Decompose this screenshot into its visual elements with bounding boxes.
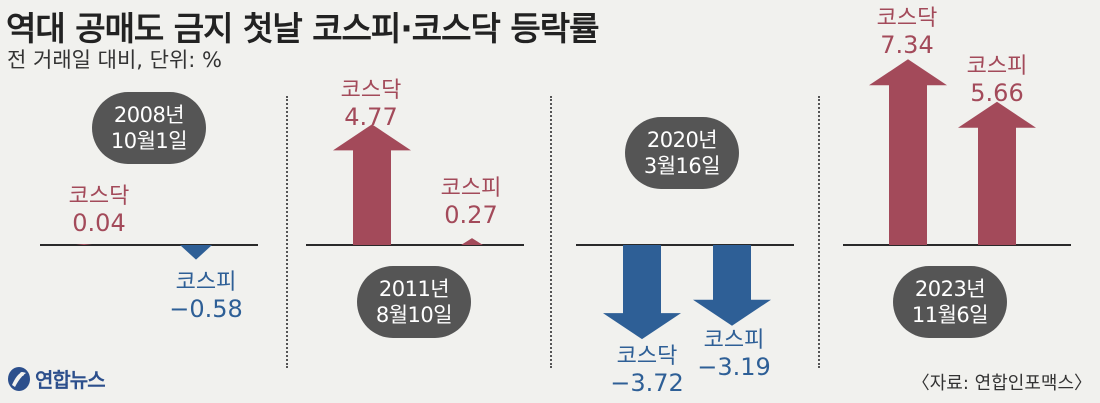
series-name: 코스닥 (340, 78, 402, 103)
label-2011-kospi: 코스피 0.27 (426, 176, 516, 228)
baseline (306, 244, 524, 246)
date-line1: 2020년 (646, 128, 718, 152)
label-2023-kospi: 코스피 5.66 (952, 54, 1042, 106)
kosdaq-arrow-up (869, 59, 947, 245)
date-pill-2023: 2023년 11월6일 (893, 266, 1007, 338)
date-pill-2011: 2011년 8월10일 (357, 266, 471, 338)
series-name: 코스피 (966, 54, 1028, 79)
chart-subtitle: 전 거래일 대비, 단위: % (7, 48, 222, 72)
date-line2: 11월6일 (911, 303, 989, 327)
series-name: 코스피 (175, 270, 237, 295)
date-pill-2020: 2020년 3월16일 (625, 117, 739, 189)
kosdaq-arrow-down (603, 245, 681, 340)
kospi-arrow-down (693, 245, 771, 326)
series-name: 코스닥 (876, 6, 938, 31)
yonhap-globe-icon (8, 366, 30, 391)
date-line2: 3월16일 (643, 154, 721, 178)
data-label: 5.66 (970, 79, 1024, 107)
panel-divider (550, 96, 552, 368)
data-label: 7.34 (880, 31, 934, 59)
kospi-arrow-up (958, 101, 1036, 245)
kospi-arrow-down (180, 245, 212, 260)
series-name: 코스닥 (68, 184, 130, 209)
series-name: 코스피 (703, 328, 765, 353)
kospi-arrow-up (461, 238, 483, 245)
series-name: 코스닥 (616, 344, 678, 369)
panel-divider (286, 96, 288, 368)
label-2008-kospi: 코스피 −0.58 (156, 270, 256, 322)
label-2020-kospi: 코스피 −3.19 (684, 328, 784, 380)
date-line1: 2023년 (914, 277, 986, 301)
date-line1: 2008년 (113, 103, 185, 127)
data-label: 0.04 (72, 209, 126, 237)
label-2020-kosdaq: 코스닥 −3.72 (592, 344, 702, 396)
label-2008-kosdaq: 코스닥 0.04 (54, 184, 144, 236)
baseline (843, 244, 1071, 246)
series-name: 코스피 (440, 176, 502, 201)
kosdaq-arrow-up (76, 243, 92, 245)
data-label: 0.27 (444, 201, 498, 229)
logo: 연합뉴스 (6, 364, 106, 393)
data-label: −3.19 (697, 353, 771, 381)
date-line2: 10월1일 (110, 129, 188, 153)
label-2023-kosdaq: 코스닥 7.34 (862, 6, 952, 58)
date-line2: 8월10일 (375, 303, 453, 327)
data-label: −3.72 (610, 369, 684, 397)
date-pill-2008: 2008년 10월1일 (92, 92, 206, 164)
date-line1: 2011년 (378, 277, 450, 301)
chart-title: 역대 공매도 금지 첫날 코스피·코스닥 등락률 (6, 9, 599, 48)
baseline (576, 244, 794, 246)
data-label: −0.58 (169, 295, 243, 323)
baseline (40, 244, 258, 246)
logo-text: 연합뉴스 (35, 368, 106, 392)
panel-divider (818, 96, 820, 368)
source-note: 〈자료: 연합인포맥스〉 (911, 373, 1092, 394)
kosdaq-arrow-up (333, 124, 411, 245)
